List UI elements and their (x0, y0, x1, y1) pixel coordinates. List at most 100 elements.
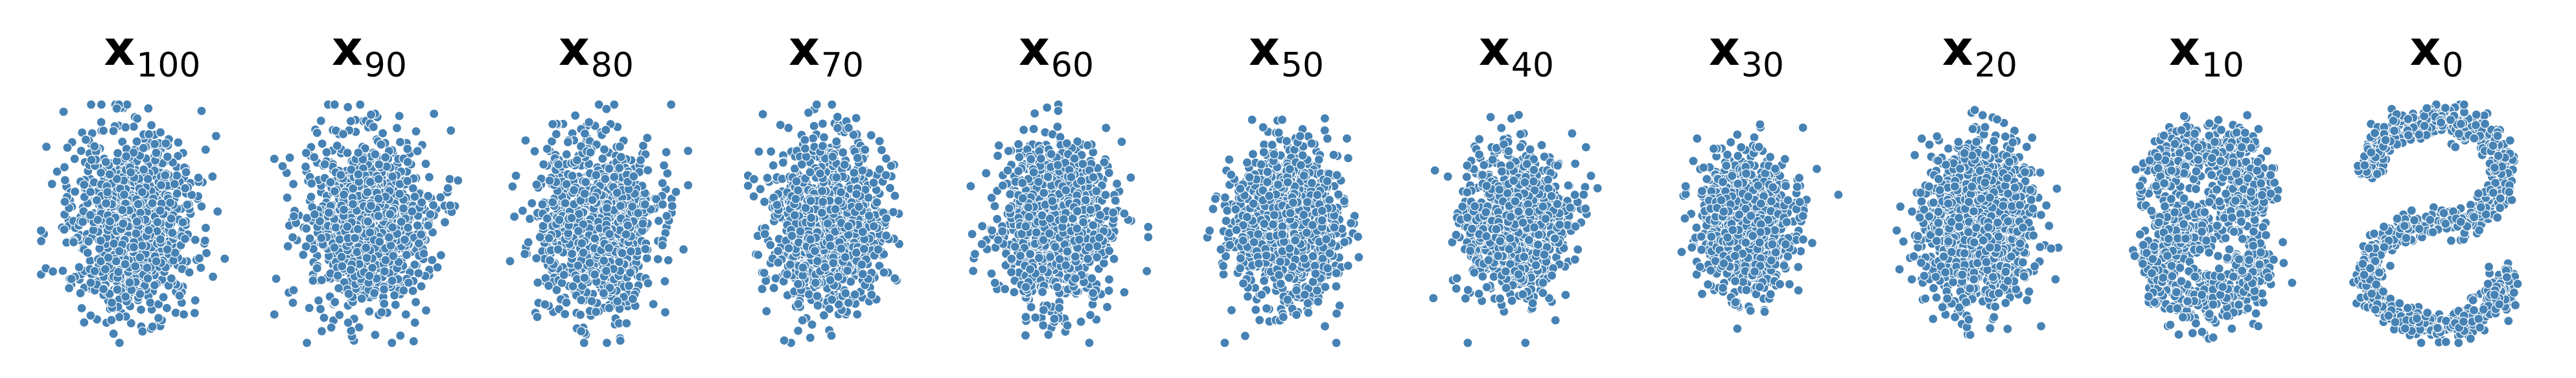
scatter-point (196, 263, 206, 273)
scatter-point (379, 298, 389, 309)
scatter-point (570, 110, 581, 121)
scatter-point (366, 110, 377, 120)
scatter-point (401, 250, 412, 260)
scatter-point (879, 267, 889, 278)
scatter-point (817, 119, 828, 129)
scatter-point (288, 211, 299, 222)
panel-title-x50: x50 (1249, 21, 1324, 85)
scatter-point (840, 252, 850, 263)
scatter-point (399, 235, 410, 245)
scatter-point (748, 191, 759, 202)
scatter-point (64, 283, 75, 294)
scatter-point (356, 293, 367, 304)
scatter-panel-x70 (743, 99, 905, 348)
scatter-point (151, 256, 161, 266)
scatter-point (363, 217, 373, 227)
scatter-point (849, 167, 859, 178)
scatter-point (86, 99, 97, 110)
scatter-point (612, 296, 623, 307)
scatter-point (337, 261, 347, 272)
scatter-point (277, 161, 288, 171)
panel-title-x30: x30 (1709, 21, 1784, 85)
scatter-point (211, 131, 221, 141)
scatter-point (614, 141, 625, 152)
scatter-point (369, 288, 380, 298)
scatter-point (969, 249, 981, 259)
scatter-point (86, 278, 96, 288)
scatter-point (542, 143, 552, 154)
scatter-point (775, 120, 785, 130)
scatter-point (822, 219, 833, 229)
scatter-point (100, 157, 111, 167)
scatter-point (806, 196, 816, 206)
scatter-point (62, 143, 73, 153)
scatter-point (553, 244, 563, 255)
scatter-point (548, 197, 558, 207)
scatter-point (380, 152, 391, 163)
scatter-point (301, 241, 311, 252)
scatter-point (413, 238, 424, 249)
scatter-point (101, 198, 111, 209)
scatter-point (41, 141, 52, 152)
scatter-point (614, 163, 625, 173)
scatter-point (658, 160, 669, 171)
scatter-point (89, 141, 100, 152)
scatter-point (810, 278, 820, 288)
scatter-point (60, 175, 71, 185)
scatter-point (755, 184, 765, 195)
scatter-point (585, 147, 596, 158)
scatter-point (537, 199, 548, 209)
scatter-point (334, 310, 345, 320)
scatter-point (1102, 301, 1113, 313)
scatter-point (671, 187, 681, 197)
scatter-point (560, 309, 570, 319)
scatter-point (890, 273, 900, 283)
scatter-point (269, 154, 279, 164)
scatter-point (390, 300, 400, 310)
scatter-point (1101, 123, 1111, 133)
scatter-point (180, 233, 191, 244)
scatter-point (402, 176, 413, 186)
scatter-point (561, 179, 572, 189)
scatter-point (350, 233, 360, 243)
scatter-point (765, 240, 776, 250)
scatter-point (398, 203, 409, 214)
scatter-point (143, 103, 154, 113)
scatter-point (640, 244, 651, 254)
scatter-point (551, 129, 562, 139)
scatter-point (137, 241, 147, 251)
scatter-point (586, 296, 597, 307)
scatter-point (288, 232, 298, 242)
scatter-point (85, 210, 96, 220)
panel-title-x40: x40 (1479, 21, 1554, 85)
scatter-point (353, 224, 363, 234)
scatter-point (342, 222, 353, 232)
scatter-point (833, 272, 844, 282)
scatter-point (172, 171, 182, 181)
scatter-point (302, 338, 312, 348)
scatter-point (128, 121, 139, 132)
scatter-point (632, 208, 644, 219)
scatter-point (316, 233, 327, 243)
scatter-point (815, 169, 826, 179)
scatter-point (1143, 232, 1154, 242)
scatter-point (783, 243, 794, 254)
scatter-point (75, 288, 86, 298)
scatter-point (338, 204, 349, 215)
scatter-point (353, 169, 364, 180)
scatter-point (329, 186, 340, 196)
scatter-point (194, 253, 205, 263)
scatter-point (189, 308, 200, 318)
scatter-point (425, 209, 435, 220)
scatter-point (70, 187, 80, 197)
scatter-point (850, 289, 860, 300)
scatter-point (793, 325, 804, 336)
scatter-point (271, 274, 281, 284)
scatter-point (832, 112, 843, 122)
scatter-point (317, 139, 327, 149)
scatter-point (591, 307, 601, 317)
scatter-point (609, 172, 620, 182)
scatter-point (111, 103, 122, 113)
panel-title-x60: x60 (1019, 21, 1094, 85)
